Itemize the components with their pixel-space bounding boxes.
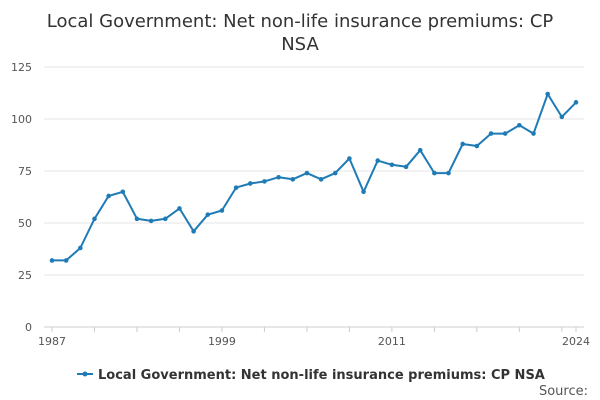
data-point <box>247 181 253 186</box>
gridlines <box>44 66 584 328</box>
legend[interactable]: Local Government: Net non-life insurance… <box>77 368 545 383</box>
y-tick-label: 50 <box>18 217 32 230</box>
data-point <box>191 229 196 234</box>
data-point <box>517 122 522 128</box>
data-point <box>545 91 550 97</box>
data-point <box>162 216 168 222</box>
x-tick-label: 1999 <box>208 335 236 348</box>
data-point <box>432 170 437 176</box>
data-point <box>488 131 494 136</box>
data-point <box>134 216 140 222</box>
y-axis: 0 25 50 75 100 125 <box>11 61 32 334</box>
data-point <box>573 100 579 105</box>
data-point <box>361 189 366 195</box>
data-point <box>205 212 211 217</box>
legend-label: Local Government: Net non-life insurance… <box>98 368 545 383</box>
chart-title-line-1: Local Government: Net non-life insurance… <box>47 11 554 32</box>
data-point <box>502 131 508 136</box>
data-point <box>63 258 69 263</box>
legend-marker-icon <box>82 371 88 377</box>
y-tick-label: 0 <box>25 321 32 334</box>
data-point <box>318 177 324 182</box>
y-tick-label: 100 <box>11 113 32 126</box>
x-tick-label: 2024 <box>562 335 590 348</box>
x-tick-label: 2011 <box>378 335 406 348</box>
data-point <box>106 193 111 199</box>
data-point <box>531 131 536 136</box>
data-point <box>290 177 296 182</box>
y-tick-label: 25 <box>18 269 32 282</box>
chart-title: Local Government: Net non-life insurance… <box>47 11 554 55</box>
y-tick-label: 125 <box>11 61 32 74</box>
chart-title-line-2: NSA <box>281 34 319 55</box>
data-point <box>92 216 97 222</box>
y-tick-label: 75 <box>18 165 32 178</box>
data-point <box>389 162 395 168</box>
x-tick-label: 1987 <box>38 335 66 348</box>
data-point <box>460 141 466 147</box>
data-point <box>49 258 55 263</box>
data-point <box>304 170 310 176</box>
data-point <box>78 245 83 251</box>
data-point <box>233 185 239 190</box>
data-point <box>474 143 480 149</box>
data-point <box>120 189 126 195</box>
source-label: Source: <box>539 384 588 399</box>
data-point <box>375 158 381 163</box>
series-line <box>52 93 577 262</box>
data-point <box>148 218 154 224</box>
data-point <box>417 147 423 153</box>
data-point <box>559 114 565 120</box>
data-point <box>332 170 338 176</box>
data-point <box>446 170 451 176</box>
data-point <box>276 174 281 180</box>
series-layer <box>49 91 579 263</box>
data-point <box>403 164 409 170</box>
data-point <box>177 206 182 211</box>
data-point <box>262 179 267 184</box>
data-point <box>347 156 352 161</box>
x-axis: 1987 1999 2011 2024 <box>38 327 590 348</box>
data-point <box>219 208 225 213</box>
